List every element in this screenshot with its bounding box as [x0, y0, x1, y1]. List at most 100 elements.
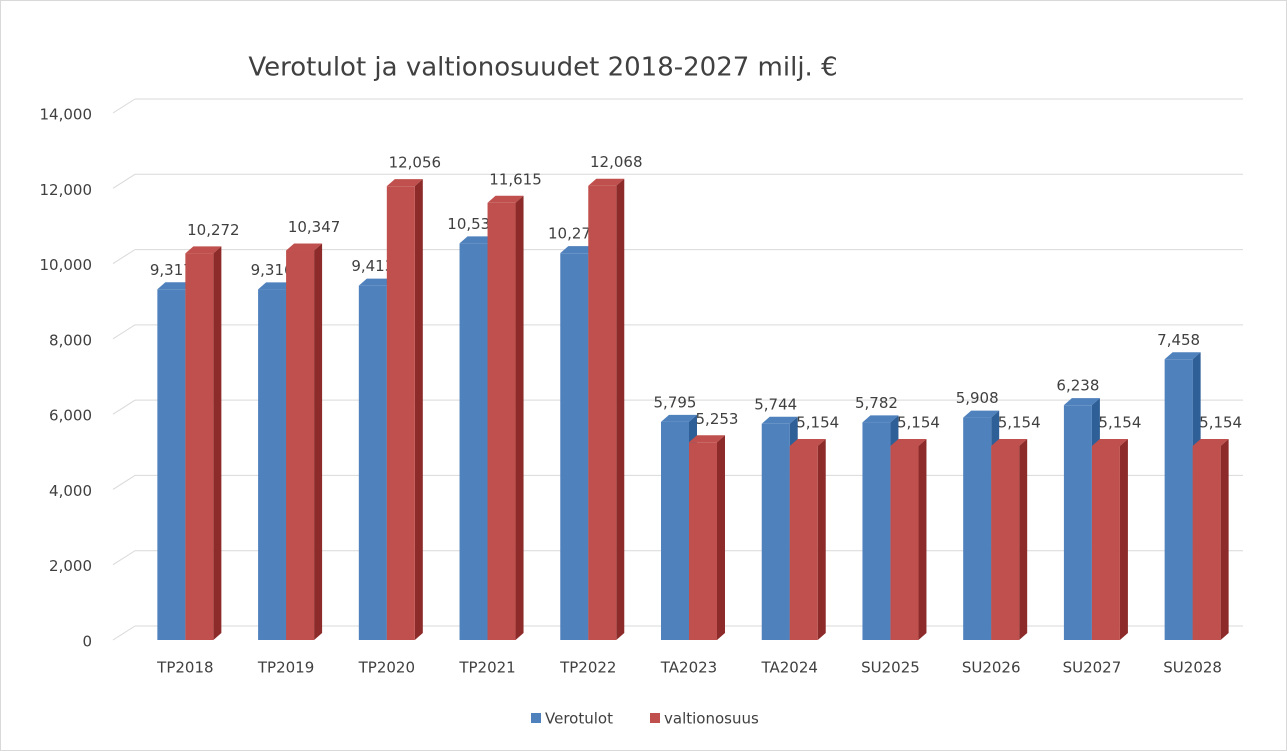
legend-label: Verotulot	[545, 710, 613, 728]
bar-side	[1019, 438, 1028, 640]
value-label: 11,615	[489, 170, 542, 188]
x-tick-label: TP2022	[559, 659, 616, 677]
bar-top	[560, 246, 597, 254]
bar	[185, 253, 214, 640]
grid-line-depth	[112, 625, 136, 641]
value-label: 7,458	[1157, 331, 1200, 349]
value-label: 9,413	[351, 257, 394, 275]
legend-label: valtionosuus	[664, 710, 759, 728]
x-tick-label: SU2027	[1063, 659, 1122, 677]
x-tick-label: TP2018	[156, 659, 213, 677]
value-label: 5,795	[654, 393, 697, 411]
bar-side	[817, 438, 826, 640]
bar-side	[515, 195, 524, 641]
x-tick-label: SU2026	[962, 659, 1021, 677]
bar-side	[213, 246, 222, 640]
bar-side	[314, 243, 323, 641]
grid-line-depth	[112, 399, 136, 415]
x-tick-label: TP2019	[257, 659, 314, 677]
value-label: 6,238	[1056, 377, 1099, 395]
grid-line-depth	[112, 98, 136, 114]
bar	[963, 417, 992, 640]
value-label: 9,316	[251, 261, 294, 279]
bar-side	[616, 178, 625, 640]
bar-side	[414, 179, 423, 640]
bar	[689, 442, 717, 640]
bar	[991, 445, 1020, 640]
bar	[358, 285, 387, 640]
value-label: 5,154	[1199, 413, 1242, 431]
bar	[1091, 445, 1120, 640]
bar-top	[1091, 438, 1128, 446]
bar-top	[358, 278, 395, 286]
grid-line-depth	[112, 173, 136, 189]
value-label: 9,317	[150, 261, 193, 279]
bar-top	[487, 195, 524, 203]
bar-top	[761, 416, 798, 424]
bar	[487, 202, 516, 641]
value-label: 5,782	[855, 394, 898, 412]
bar-top	[661, 414, 697, 422]
bar	[890, 445, 919, 640]
value-label: 5,154	[796, 413, 839, 431]
y-tick-label: 14,000	[40, 106, 93, 124]
value-label: 5,744	[754, 395, 797, 413]
grid-line-depth	[112, 324, 136, 340]
bar-side	[1220, 438, 1229, 640]
legend: Verotulot valtionosuus	[531, 710, 759, 728]
bar	[286, 250, 315, 641]
value-label: 5,253	[696, 410, 739, 428]
bar	[1192, 445, 1221, 640]
bar-side	[1119, 438, 1128, 640]
value-label: 5,154	[1098, 413, 1141, 431]
value-label: 12,068	[590, 153, 643, 171]
bar-top	[1192, 438, 1229, 446]
y-tick-label: 4,000	[49, 482, 92, 500]
value-label: 10,347	[288, 218, 341, 236]
bar-top	[185, 246, 222, 254]
bar-top	[286, 243, 323, 251]
bar-top	[459, 236, 496, 244]
bar	[789, 445, 818, 640]
bar-top	[689, 435, 725, 443]
x-tick-label: TP2021	[458, 659, 515, 677]
bar-top	[991, 438, 1028, 446]
value-label: 12,056	[389, 154, 442, 172]
bar-top	[588, 178, 625, 186]
grid-line-depth	[112, 550, 136, 566]
y-tick-label: 6,000	[49, 407, 92, 425]
bar	[1063, 405, 1092, 640]
x-tick-label: SU2025	[861, 659, 920, 677]
bar-top	[1164, 352, 1201, 360]
bar-side	[717, 435, 725, 640]
chart-title: Verotulot ja valtionosuudet 2018-2027 mi…	[248, 53, 837, 83]
grid-line-depth	[112, 249, 136, 264]
grid-line-depth	[112, 475, 136, 490]
bar	[862, 422, 891, 640]
bar-top	[258, 282, 295, 290]
y-tick-label: 2,000	[49, 557, 92, 575]
x-tick-label: TP2020	[358, 659, 415, 677]
legend-swatch	[531, 713, 541, 723]
value-label: 10,276	[548, 225, 601, 243]
value-label: 5,154	[897, 413, 940, 431]
x-tick-label: SU2028	[1163, 659, 1222, 677]
legend-swatch	[650, 713, 660, 723]
bar	[560, 253, 589, 640]
bar-top	[789, 438, 826, 446]
bar-top	[386, 179, 423, 187]
bar	[761, 423, 790, 640]
bar	[258, 289, 287, 640]
bar-side	[918, 438, 927, 640]
value-label: 10,272	[187, 221, 240, 239]
bar-top	[157, 282, 194, 290]
x-tick-label: TA2023	[660, 659, 717, 677]
bar	[386, 186, 415, 640]
bar	[459, 243, 488, 640]
y-tick-label: 8,000	[49, 331, 92, 349]
bar-top	[862, 415, 899, 423]
bar-top	[1063, 398, 1100, 406]
value-label: 5,154	[998, 413, 1041, 431]
bar	[588, 185, 617, 640]
